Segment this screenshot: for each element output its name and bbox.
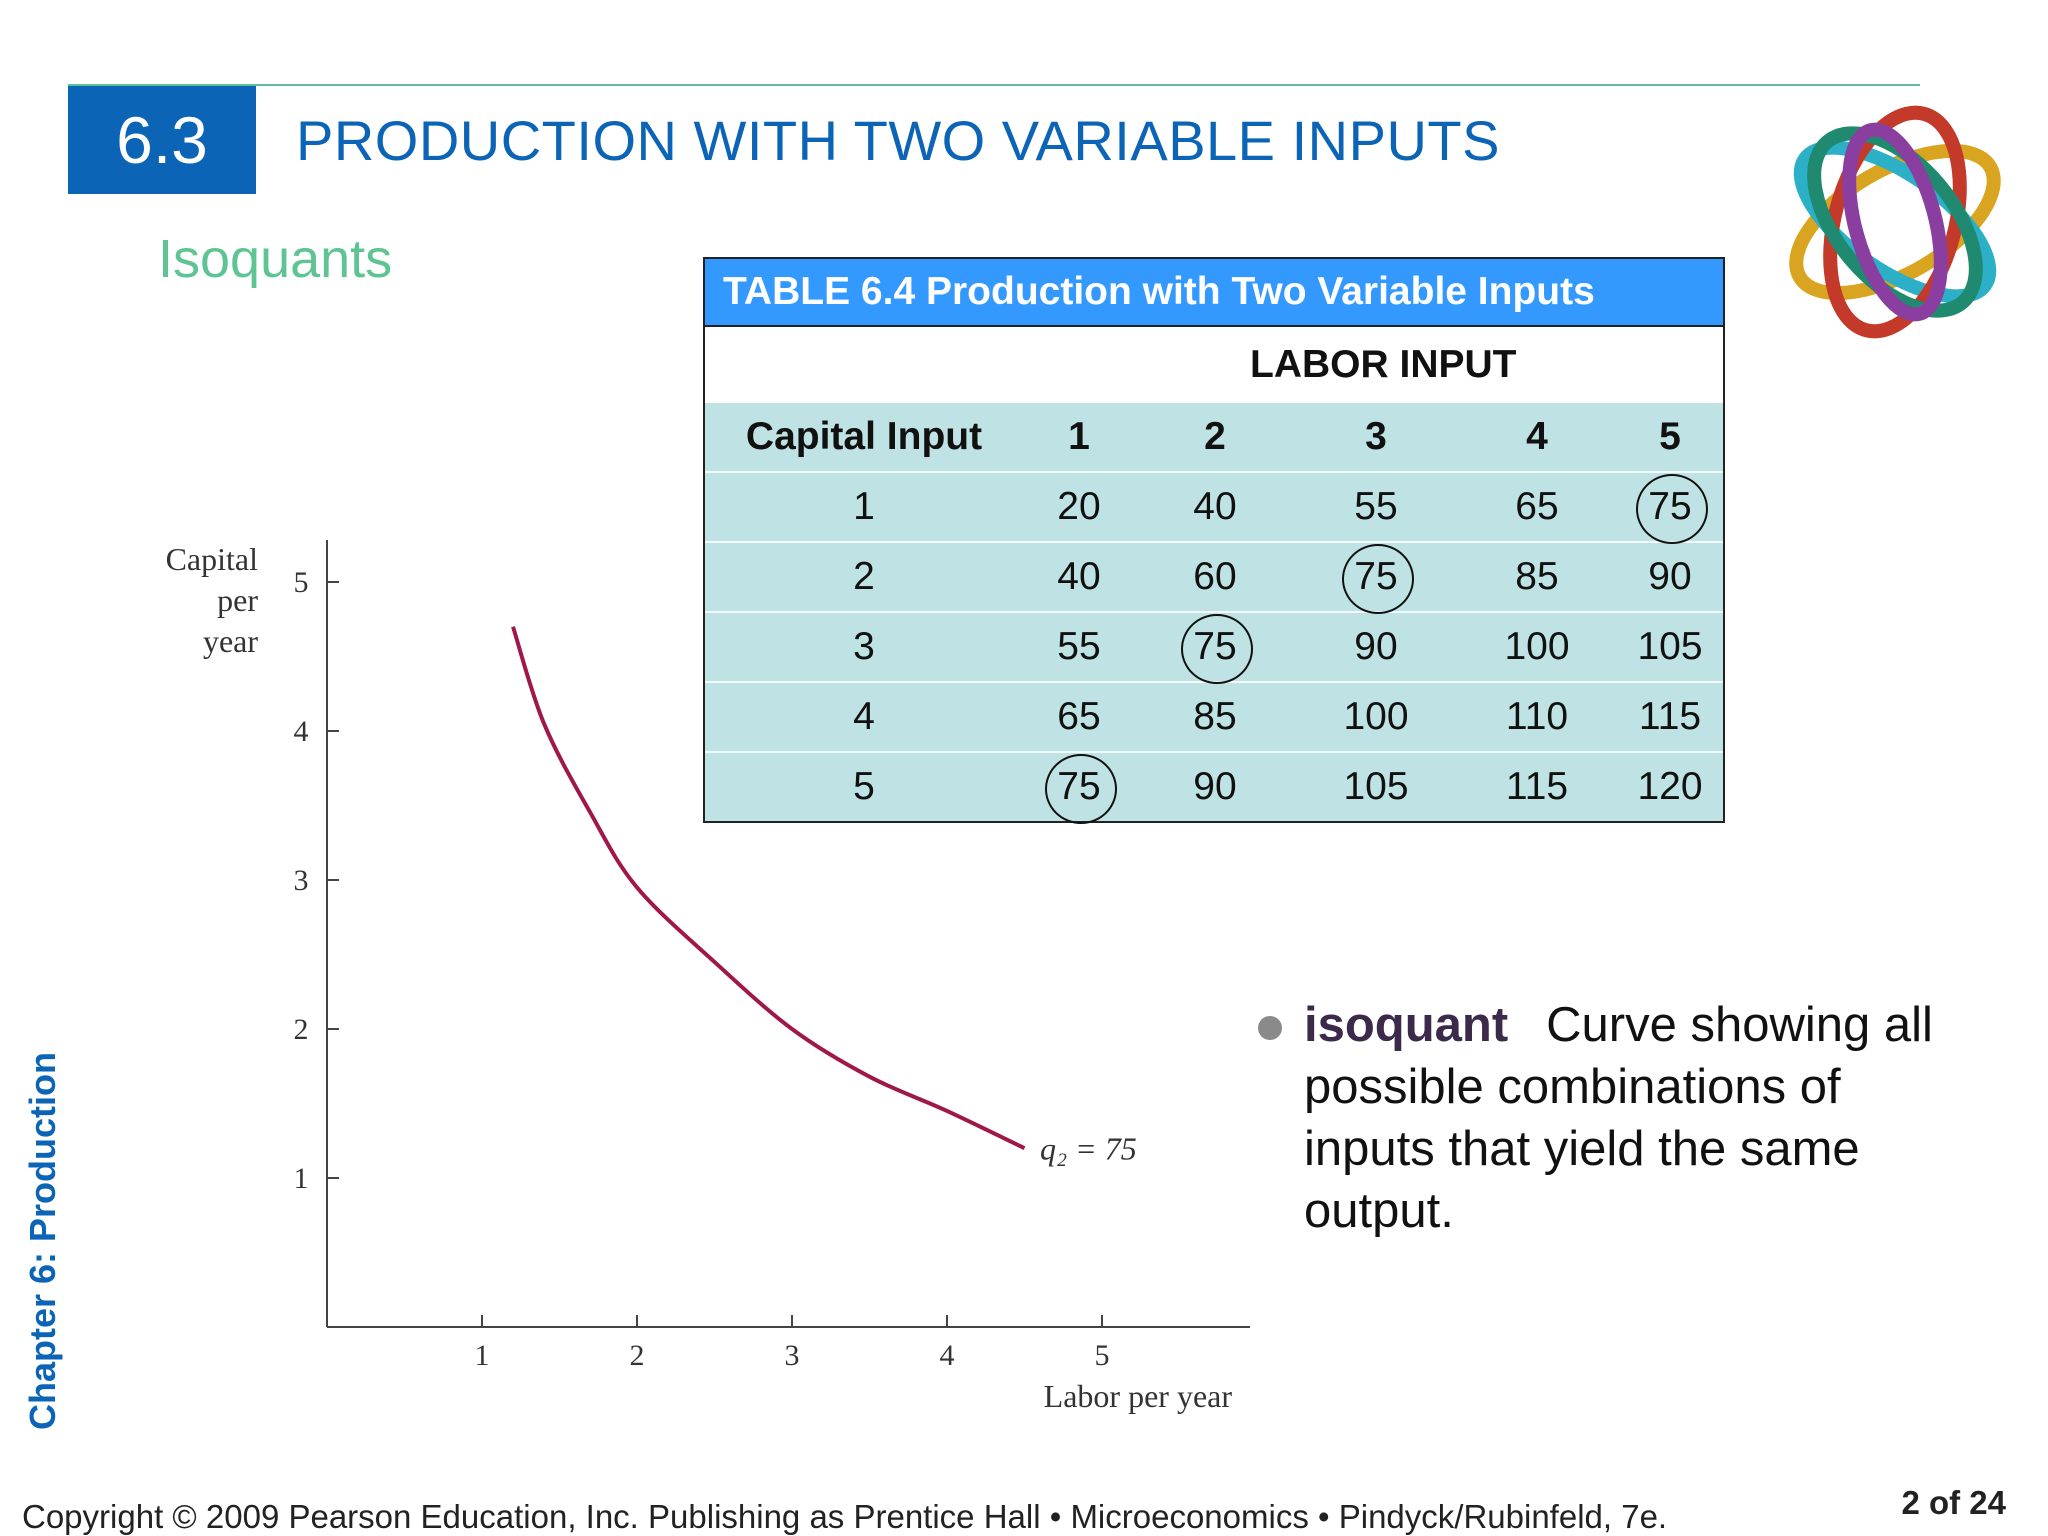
output-cell: 90	[1648, 555, 1692, 598]
column-header: 5	[1659, 415, 1681, 458]
x-axis-label: Labor per year	[1044, 1378, 1233, 1414]
output-cell: 75	[1023, 754, 1135, 824]
output-cell: 115	[1505, 765, 1569, 808]
output-cell: 85	[1193, 695, 1237, 738]
capital-cell: 2	[853, 555, 875, 598]
definition-text-block: isoquant Curve showing all possible combi…	[1304, 994, 1958, 1242]
output-cell: 105	[1343, 765, 1409, 808]
definition-bullet: isoquant Curve showing all possible combi…	[1258, 994, 1958, 1242]
output-cell: 85	[1515, 555, 1559, 598]
capital-cell: 4	[853, 695, 875, 738]
output-cell: 120	[1637, 765, 1703, 808]
table-row: 3 55 75 90 100 105	[705, 611, 1723, 684]
section-number-badge: 6.3	[68, 86, 256, 194]
output-cell: 110	[1505, 695, 1569, 738]
column-header: 2	[1204, 415, 1226, 458]
definition-term: isoquant	[1304, 998, 1509, 1052]
table-row: 4 65 85 100 110 115	[705, 681, 1723, 751]
y-tick-label: 5	[294, 566, 309, 599]
y-tick-label: 3	[294, 864, 309, 897]
output-cell: 75	[1617, 474, 1723, 544]
output-cell: 60	[1193, 555, 1237, 598]
output-cell: 115	[1638, 695, 1702, 738]
slide-subtitle: Isoquants	[158, 229, 393, 289]
table-row: 5 75 90 105 115 120	[705, 751, 1723, 824]
output-cell: 100	[1504, 625, 1570, 668]
isoquant-curve	[511, 626, 1026, 1151]
x-tick-label: 1	[475, 1339, 490, 1372]
output-cell: 40	[1193, 485, 1237, 528]
y-tick-label: 4	[294, 715, 309, 748]
table-row: 1 20 40 55 65 75	[705, 471, 1723, 544]
output-cell: 40	[1057, 555, 1101, 598]
isoquant-chart: 1 2 3 4 5 1 2 3 4 5 Capital per year Labor per year q₂…	[166, 540, 1250, 1414]
output-cell: 65	[1515, 485, 1559, 528]
column-header: 1	[1068, 415, 1090, 458]
header-rule	[68, 84, 1920, 86]
x-tick-label: 2	[630, 1339, 645, 1372]
table-caption: TABLE 6.4 Production with Two Variable I…	[705, 259, 1723, 327]
definition-body: Curve showing all possible combinations …	[1304, 998, 1933, 1238]
y-axis-label: Capital per year	[166, 541, 259, 659]
page-number: 2 of 24	[1901, 1484, 2006, 1521]
table-header-row: Capital Input 1 2 3 4 5	[705, 403, 1723, 471]
output-cell: 100	[1343, 695, 1409, 738]
output-cell: 55	[1354, 485, 1398, 528]
column-header: 4	[1526, 415, 1548, 458]
output-cell: 20	[1057, 485, 1101, 528]
y-tick-label: 1	[294, 1162, 309, 1195]
capital-cell: 3	[853, 625, 875, 668]
output-cell: 75	[1295, 544, 1457, 614]
output-cell: 90	[1193, 765, 1237, 808]
y-tick-label: 2	[294, 1013, 309, 1046]
output-cell: 65	[1057, 695, 1101, 738]
bullet-icon	[1258, 1016, 1282, 1040]
output-cell: 90	[1354, 625, 1398, 668]
chapter-label: Chapter 6: Production	[22, 1051, 63, 1430]
labor-input-heading: LABOR INPUT	[705, 327, 1723, 403]
x-tick-label: 5	[1095, 1339, 1110, 1372]
capital-input-heading: Capital Input	[745, 415, 983, 458]
interlocking-rings-logo	[1789, 105, 2001, 339]
capital-cell: 1	[853, 485, 875, 528]
production-table: TABLE 6.4 Production with Two Variable I…	[703, 257, 1725, 824]
footer-copyright: Copyright © 2009 Pearson Education, Inc.…	[22, 1498, 1668, 1535]
capital-cell: 5	[853, 765, 875, 808]
page-title: PRODUCTION WITH TWO VARIABLE INPUTS	[296, 109, 1500, 172]
output-cell: 55	[1057, 625, 1101, 668]
output-cell: 105	[1637, 625, 1703, 668]
output-cell: 75	[1135, 614, 1295, 684]
curve-label: q₂ = 75	[1040, 1131, 1137, 1167]
column-header: 3	[1365, 415, 1387, 458]
x-tick-label: 3	[785, 1339, 800, 1372]
x-tick-label: 4	[940, 1339, 955, 1372]
table-row: 2 40 60 75 85 90	[705, 541, 1723, 614]
